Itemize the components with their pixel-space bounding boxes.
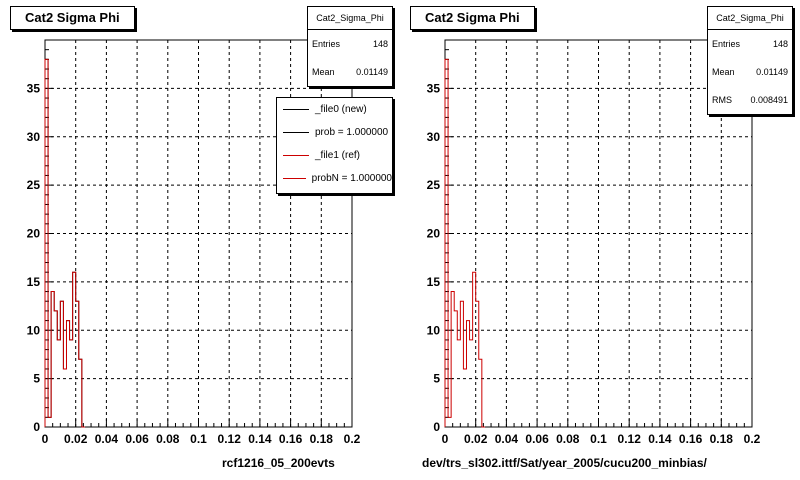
x-tick-label: 0.08 xyxy=(556,432,580,446)
y-tick-label: 10 xyxy=(27,323,41,337)
stats-row-entries: Entries 148 xyxy=(308,30,392,58)
histogram-panel-left: 0 0.02 0.04 0.06 0.08 0.1 0.12 0.14 0.16 0.18 0.2 0… xyxy=(10,6,393,470)
plot-title: Cat2 Sigma Phi xyxy=(410,6,535,30)
legend-line xyxy=(283,132,309,133)
legend-entry: _file0 (new) xyxy=(277,98,392,121)
stats-box: Cat2_Sigma_Phi Entries 148 Mean 0.01149 … xyxy=(707,6,793,115)
stats-row-rms: RMS 0.008491 xyxy=(708,86,792,114)
y-tick-label: 20 xyxy=(427,227,441,241)
stats-label: Mean xyxy=(312,67,335,77)
histogram-plot-right: 0 0.02 0.04 0.06 0.08 0.1 0.12 0.14 0.16 0.18 0.2 0… xyxy=(427,39,761,446)
y-tick-label: 5 xyxy=(33,372,40,386)
x-tick-label: 0 xyxy=(442,432,449,446)
legend-entry: prob = 1.000000 xyxy=(277,121,392,144)
legend-label: probN = 1.000000 xyxy=(311,173,392,184)
x-tick-label: 0.1 xyxy=(190,432,207,446)
y-tick-label: 15 xyxy=(427,275,441,289)
legend-label: _file1 (ref) xyxy=(315,150,361,161)
histogram-panel-right: 0 0.02 0.04 0.06 0.08 0.1 0.12 0.14 0.16 0.18 0.2 0… xyxy=(400,0,800,480)
stats-value: 0.008491 xyxy=(750,95,788,105)
stats-label: Mean xyxy=(712,67,735,77)
y-tick-label: 20 xyxy=(27,227,41,241)
stats-name: Cat2_Sigma_Phi xyxy=(708,7,792,30)
legend-entry: probN = 1.000000 xyxy=(277,167,392,190)
legend-line xyxy=(283,178,306,179)
y-tick-label: 25 xyxy=(427,178,441,192)
stats-row-mean: Mean 0.01149 xyxy=(308,58,392,86)
x-tick-label: 0.12 xyxy=(218,432,242,446)
stats-label: Entries xyxy=(312,39,341,49)
stats-value: 0.01149 xyxy=(356,67,388,77)
stats-label: Entries xyxy=(712,39,741,49)
x-tick-label: 0.14 xyxy=(248,432,272,446)
y-tick-label: 0 xyxy=(433,420,440,434)
x-tick-label: 0.2 xyxy=(344,432,361,446)
y-tick-label: 5 xyxy=(433,372,440,386)
legend-line xyxy=(283,155,309,156)
stats-row-entries: Entries 148 xyxy=(708,30,792,58)
stats-row-mean: Mean 0.01149 xyxy=(708,58,792,86)
x-tick-label: 0.2 xyxy=(744,432,761,446)
legend: _file0 (new) prob = 1.000000 _file1 (ref… xyxy=(276,97,393,194)
x-caption: dev/trs_sl302.ittf/Sat/year_2005/cucu200… xyxy=(422,456,707,470)
x-tick-label: 0.12 xyxy=(618,432,642,446)
y-tick-label: 15 xyxy=(27,275,41,289)
x-tick-label: 0.06 xyxy=(125,432,149,446)
legend-entry: _file1 (ref) xyxy=(277,144,392,167)
x-tick-label: 0.18 xyxy=(310,432,334,446)
x-tick-label: 0.08 xyxy=(156,432,180,446)
x-tick-label: 0.02 xyxy=(464,432,488,446)
y-tick-label: 35 xyxy=(427,81,441,95)
x-tick-label: 0.1 xyxy=(590,432,607,446)
plot-title: Cat2 Sigma Phi xyxy=(10,6,135,30)
x-tick-label: 0.04 xyxy=(495,432,519,446)
x-tick-label: 0.06 xyxy=(525,432,549,446)
y-tick-label: 35 xyxy=(27,81,41,95)
x-tick-label: 0.18 xyxy=(710,432,734,446)
y-tick-label: 30 xyxy=(27,130,41,144)
y-tick-label: 10 xyxy=(427,323,441,337)
stats-value: 148 xyxy=(772,39,788,49)
stats-value: 148 xyxy=(372,39,388,49)
histogram-series xyxy=(44,58,85,428)
x-caption: rcf1216_05_200evts xyxy=(222,456,335,470)
y-tick-label: 0 xyxy=(33,420,40,434)
x-tick-label: 0.02 xyxy=(64,432,88,446)
stats-box: Cat2_Sigma_Phi Entries 148 Mean 0.01149 xyxy=(307,6,393,87)
stats-name: Cat2_Sigma_Phi xyxy=(308,7,392,30)
x-tick-label: 0.04 xyxy=(95,432,119,446)
legend-label: prob = 1.000000 xyxy=(315,127,389,138)
y-tick-label: 30 xyxy=(427,130,441,144)
y-tick-label: 25 xyxy=(27,178,41,192)
legend-line xyxy=(283,109,309,110)
stats-value: 0.01149 xyxy=(756,67,788,77)
legend-label: _file0 (new) xyxy=(315,104,367,115)
x-tick-label: 0.16 xyxy=(279,432,303,446)
stats-label: RMS xyxy=(712,95,732,105)
x-tick-label: 0.16 xyxy=(679,432,703,446)
histogram-series xyxy=(444,58,485,428)
x-tick-label: 0.14 xyxy=(648,432,672,446)
x-tick-label: 0 xyxy=(42,432,49,446)
